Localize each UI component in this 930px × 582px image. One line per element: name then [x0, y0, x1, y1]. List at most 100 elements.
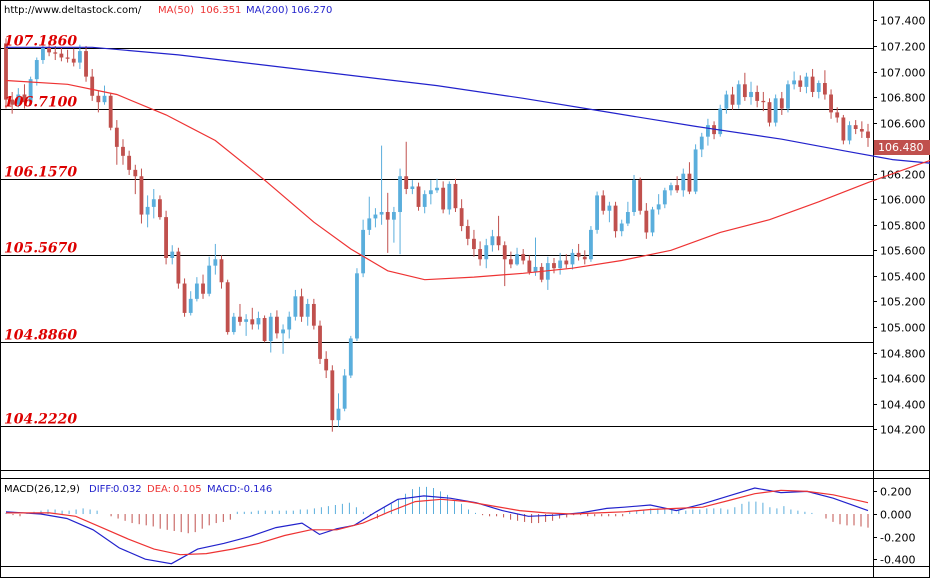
current-price-value: 106.480 [878, 141, 924, 154]
candle [835, 107, 840, 123]
candle [582, 250, 587, 265]
candle [822, 70, 827, 100]
candle-body [533, 266, 538, 273]
macd-tick-label: -0.200 [880, 532, 915, 545]
candle-body [490, 236, 495, 246]
candle-body [16, 94, 21, 105]
price-tick-label: 105.200 [880, 296, 926, 309]
candle-body [496, 236, 501, 246]
candle-body [515, 254, 519, 265]
candle [262, 315, 267, 343]
candle-body [841, 117, 846, 141]
candle [84, 45, 88, 82]
candle [330, 365, 335, 432]
macd-diff-line [5, 487, 869, 565]
candle-body [779, 98, 784, 109]
price-tick-label: 107.400 [880, 15, 926, 28]
candle-body [822, 83, 827, 95]
candle-body [53, 52, 58, 54]
candle [859, 121, 864, 138]
candle-body [859, 128, 864, 132]
candle-body [582, 256, 587, 260]
candle [10, 91, 15, 114]
candle-body [619, 223, 624, 232]
candle [521, 249, 526, 265]
candle [318, 320, 322, 364]
candle-body [484, 245, 489, 260]
candle [866, 123, 870, 147]
candle [576, 243, 581, 261]
candle-body [718, 108, 723, 135]
candle-body [552, 263, 556, 269]
price-tick-label: 106.200 [880, 169, 926, 182]
candlestick-series [4, 38, 870, 432]
candle [379, 145, 384, 225]
candle [465, 219, 470, 246]
candle [539, 263, 544, 283]
candle-body [693, 149, 698, 192]
candle [293, 289, 298, 321]
candle-body [127, 155, 132, 170]
candle [736, 80, 741, 109]
candle-body [829, 94, 833, 113]
macd-tick-label: 0.200 [880, 486, 912, 499]
candle-body [410, 186, 415, 190]
candle [342, 369, 347, 412]
candle [570, 249, 575, 270]
candle-body [213, 259, 218, 266]
candle [102, 85, 107, 105]
candle [693, 144, 698, 195]
candle [213, 243, 218, 275]
candle [816, 80, 821, 99]
candle-body [687, 173, 692, 192]
ma50-legend-label: MA(50) [158, 5, 194, 16]
candle-body [816, 83, 821, 92]
candle-body [318, 325, 322, 359]
candle-body [238, 316, 242, 322]
candle [201, 274, 205, 299]
candle-body [151, 199, 156, 207]
candle-body [625, 212, 630, 224]
candle [447, 181, 452, 215]
candle [324, 351, 329, 379]
candle-body [570, 252, 575, 265]
candle [496, 215, 501, 251]
candle-body [361, 229, 366, 274]
candle-body [10, 99, 15, 105]
candle [398, 168, 402, 255]
candle [730, 86, 735, 110]
candle-body [342, 375, 347, 409]
candle [361, 219, 366, 278]
candle-body [268, 316, 273, 342]
candle [22, 84, 27, 109]
candle-body [656, 204, 661, 210]
candle [502, 241, 507, 287]
current-price-tag [874, 140, 930, 155]
price-tick-label: 104.600 [880, 373, 926, 386]
candle-body [391, 212, 396, 220]
price-tick-label: 104.800 [880, 348, 926, 361]
candle [607, 201, 612, 223]
candle-body [564, 260, 569, 265]
candle [422, 190, 427, 214]
level-label: 106.1570 [4, 165, 77, 181]
candle [435, 178, 439, 193]
source-url[interactable]: http://www.deltastock.com/ [4, 5, 142, 16]
macd-hist-value: -0.146 [240, 484, 272, 495]
price-axis-ticks: 107.400 107.200 107.000 106.800 106.600 106.4… [873, 15, 926, 437]
candle [786, 80, 790, 113]
candle-body [219, 259, 224, 283]
candle-body [22, 94, 27, 103]
candle-body [607, 205, 612, 211]
macd-tick-label: -0.400 [880, 554, 915, 567]
candle [490, 229, 495, 252]
candle-body [59, 53, 64, 58]
candle-body [108, 95, 113, 128]
candle-body [133, 169, 138, 177]
candle-body [176, 251, 181, 284]
candle [299, 288, 304, 322]
candle-body [699, 136, 704, 150]
candle-body [422, 194, 427, 207]
candle-body [90, 76, 95, 96]
